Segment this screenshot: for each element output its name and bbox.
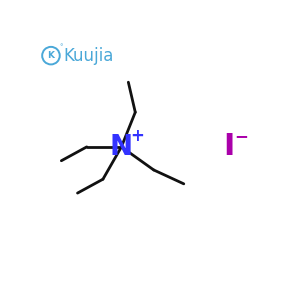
Text: K: K — [47, 51, 55, 60]
Text: −: − — [235, 128, 248, 146]
Text: N: N — [110, 133, 133, 161]
Text: I: I — [223, 132, 235, 161]
Text: Kuujia: Kuujia — [64, 46, 114, 64]
Text: °: ° — [60, 44, 63, 50]
Text: +: + — [130, 128, 145, 146]
